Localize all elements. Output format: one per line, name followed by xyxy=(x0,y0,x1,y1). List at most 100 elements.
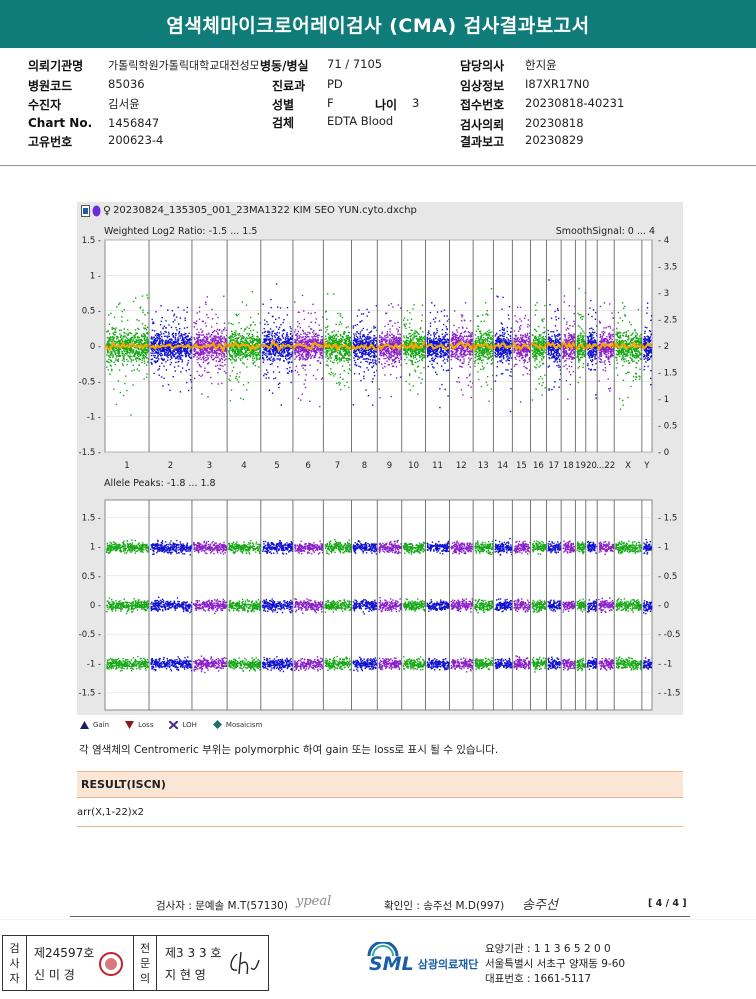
smooth-signal-chr-11 xyxy=(424,343,450,351)
allele-points-chr-12 xyxy=(450,540,474,673)
log2-label: Weighted Log2 Ratio: -1.5 ... 1.5 xyxy=(104,226,258,237)
smooth-signal-chr-14 xyxy=(492,342,513,351)
allele-tick--0.5: -0.5 - xyxy=(79,630,101,640)
chr-label-19: 19 xyxy=(575,461,586,471)
log2-points-chr-6 xyxy=(294,294,324,408)
allele-right-tick--1.5: - -1.5 xyxy=(658,689,680,699)
log2-tick--0.5: -0.5 - xyxy=(79,377,101,387)
chart-label: Chart No. xyxy=(28,116,93,130)
allele-points-chr-20 xyxy=(586,540,598,670)
log2-tick-1: 1 - xyxy=(90,271,101,281)
allele-points-chr-19 xyxy=(576,541,587,672)
page-number: [ 4 / 4 ] xyxy=(648,898,687,909)
smooth-tick-0.5: - 0.5 xyxy=(658,422,677,432)
address: 서울특별시 서초구 양재동 9-60 xyxy=(485,958,626,970)
name-label: 수진자 xyxy=(28,98,62,112)
allele-right-tick--0.5: - -0.5 xyxy=(658,630,680,640)
chr-label-13: 13 xyxy=(478,461,489,471)
confirmer-signature: 송주선 xyxy=(522,898,558,913)
specimen-value: EDTA Blood xyxy=(327,114,394,128)
female-icon: ♀ xyxy=(103,204,112,217)
plot-header: ♀ 20230824_135305_001_23MA1322 KIM SEO Y… xyxy=(81,204,417,217)
loh-icon xyxy=(169,720,179,729)
age-value: 3 xyxy=(412,96,420,110)
chr-label-9: 9 xyxy=(387,461,392,471)
allele-points-chr-1 xyxy=(106,539,150,672)
allele-points-chr-10 xyxy=(402,541,426,671)
chr-label-5: 5 xyxy=(274,461,279,471)
allele-tick-1: 1 - xyxy=(90,543,101,553)
log2-points-chr-14 xyxy=(494,295,513,413)
smooth-signal-chr-...22 xyxy=(596,341,616,351)
smooth-signal-chr-15 xyxy=(511,341,532,352)
chr-label-8: 8 xyxy=(362,461,367,471)
chr-label-15: 15 xyxy=(516,461,527,471)
unique-label: 고유번호 xyxy=(28,135,73,149)
smooth-tick-3: - 3 xyxy=(658,289,669,299)
smooth-signal-chr-2 xyxy=(148,343,193,351)
log2-tick-1.5: 1.5 - xyxy=(82,236,101,246)
plot-filename: 20230824_135305_001_23MA1322 KIM SEO YUN… xyxy=(113,205,417,216)
legend-mosaicism: Mosaicism xyxy=(212,720,262,729)
hospcode-value: 85036 xyxy=(108,77,145,91)
smooth-tick-4: - 4 xyxy=(658,236,669,246)
legend-loh: LOH xyxy=(169,720,197,729)
chr-label-11: 11 xyxy=(432,461,443,471)
genome-plot: ♀ 20230824_135305_001_23MA1322 KIM SEO Y… xyxy=(77,202,683,715)
chr-label-12: 12 xyxy=(456,461,467,471)
inst-label: 의뢰기관명 xyxy=(28,59,84,73)
confirmer: 확인인 : 송주선 M.D(997) xyxy=(384,900,505,912)
smooth-signal-chr-X xyxy=(613,340,643,350)
request-value: 20230818 xyxy=(525,116,584,130)
inst-value: 가톨릭학원가톨릭대학교대전성모병원 xyxy=(108,59,281,72)
sex-label: 성별 xyxy=(272,98,295,112)
chr-label-2: 2 xyxy=(168,461,173,471)
smooth-label: SmoothSignal: 0 ... 4 xyxy=(555,226,655,237)
smooth-tick-1.5: - 1.5 xyxy=(658,369,677,379)
gain-icon xyxy=(80,720,89,729)
chr-label-3: 3 xyxy=(207,461,212,471)
smooth-signal-chr-12 xyxy=(448,340,475,352)
allele-tick-0.5: 0.5 - xyxy=(82,572,101,582)
allele-points-chr-14 xyxy=(494,537,513,670)
allele-points-chr-15 xyxy=(513,540,531,670)
seal-stamp-icon xyxy=(99,952,123,976)
sml-logo-icon xyxy=(367,942,399,957)
unique-value: 200623-4 xyxy=(108,133,164,147)
receipt-label: 접수번호 xyxy=(460,98,505,112)
allele-tick--1.5: -1.5 - xyxy=(79,689,101,699)
divider xyxy=(77,826,683,827)
result-iscn: arr(X,1-22)x2 xyxy=(77,807,144,818)
allele-points-chr-13 xyxy=(474,540,494,671)
chart-value: 1456847 xyxy=(108,116,160,130)
smooth-signal-chr-3 xyxy=(192,340,228,354)
file-icon xyxy=(81,204,90,217)
ward-label: 병동/병실 xyxy=(258,57,309,74)
license-2: 제3 3 3 호 xyxy=(165,946,222,960)
report-page: ♀ 20230824_135305_001_23MA1322 KIM SEO Y… xyxy=(0,167,756,919)
loss-icon xyxy=(125,720,135,729)
smooth-signal-chr-1 xyxy=(104,340,150,352)
chr-label-6: 6 xyxy=(305,461,310,471)
chr-label-16: 16 xyxy=(533,461,544,471)
plot-canvas: 1 2 3 4 5 6 7 8 9 10 11 12 13 14 15 16 17 18 19 20 ...22 X Y1.… xyxy=(79,236,680,711)
person-1: 신 미 경 xyxy=(34,968,75,982)
hospcode-label: 병원코드 xyxy=(28,79,73,93)
report-value: 20230829 xyxy=(525,133,584,147)
allele-points-chr-3 xyxy=(193,540,228,674)
legend-loss: Loss xyxy=(125,720,153,729)
allele-points-chr-5 xyxy=(261,540,294,673)
smooth-tick-0: - 0 xyxy=(658,448,669,458)
age-label: 나이 xyxy=(375,98,398,112)
log2-points-chr-13 xyxy=(474,288,494,402)
doctor-value: 한지윤 xyxy=(525,58,557,72)
allele-tick--1: -1 - xyxy=(87,659,101,669)
allele-tick-0: 0 - xyxy=(90,601,101,611)
clinical-label: 임상정보 xyxy=(460,79,505,93)
allele-points-chr-6 xyxy=(294,540,324,672)
care-code: 요양기관 : 1 1 3 6 5 2 0 0 xyxy=(485,943,611,955)
specialist-signature xyxy=(230,951,260,975)
